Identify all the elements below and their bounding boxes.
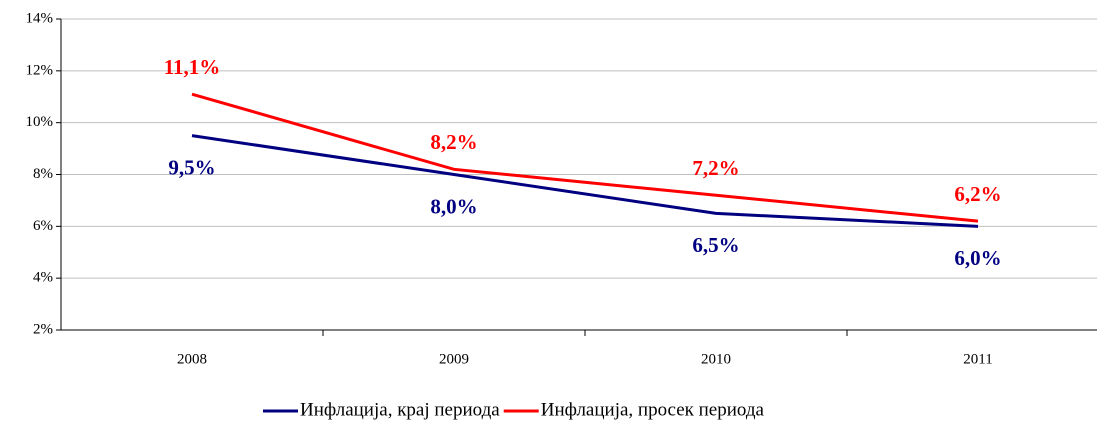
line: [191, 134, 979, 228]
data-label: 8,0%: [430, 194, 477, 218]
data-label: 7,2%: [692, 156, 739, 180]
y-tick-label: 4%: [33, 270, 53, 286]
data-label: 11,1%: [164, 55, 221, 79]
y-tick-label: 12%: [26, 62, 54, 78]
y-tick-label: 10%: [26, 114, 54, 130]
x-tick-label: 2009: [439, 351, 469, 367]
data-label: 6,2%: [954, 182, 1001, 206]
x-tick-label: 2010: [701, 351, 731, 367]
x-tick-label: 2011: [963, 351, 992, 367]
data-label: 9,5%: [168, 155, 215, 179]
y-tick-label: 8%: [33, 166, 53, 182]
y-tick-label: 14%: [26, 10, 54, 26]
data-label: 6,5%: [692, 233, 739, 257]
y-tick-label: 2%: [33, 321, 53, 337]
y-tick-label: 6%: [33, 218, 53, 234]
data-label: 6,0%: [954, 246, 1001, 270]
x-tick-label: 2008: [177, 351, 207, 367]
line: [191, 92, 979, 223]
legend-label: Инфлација, просек периода: [541, 399, 765, 420]
legend-label: Инфлација, крај периода: [300, 399, 500, 420]
data-label: 8,2%: [430, 130, 477, 154]
